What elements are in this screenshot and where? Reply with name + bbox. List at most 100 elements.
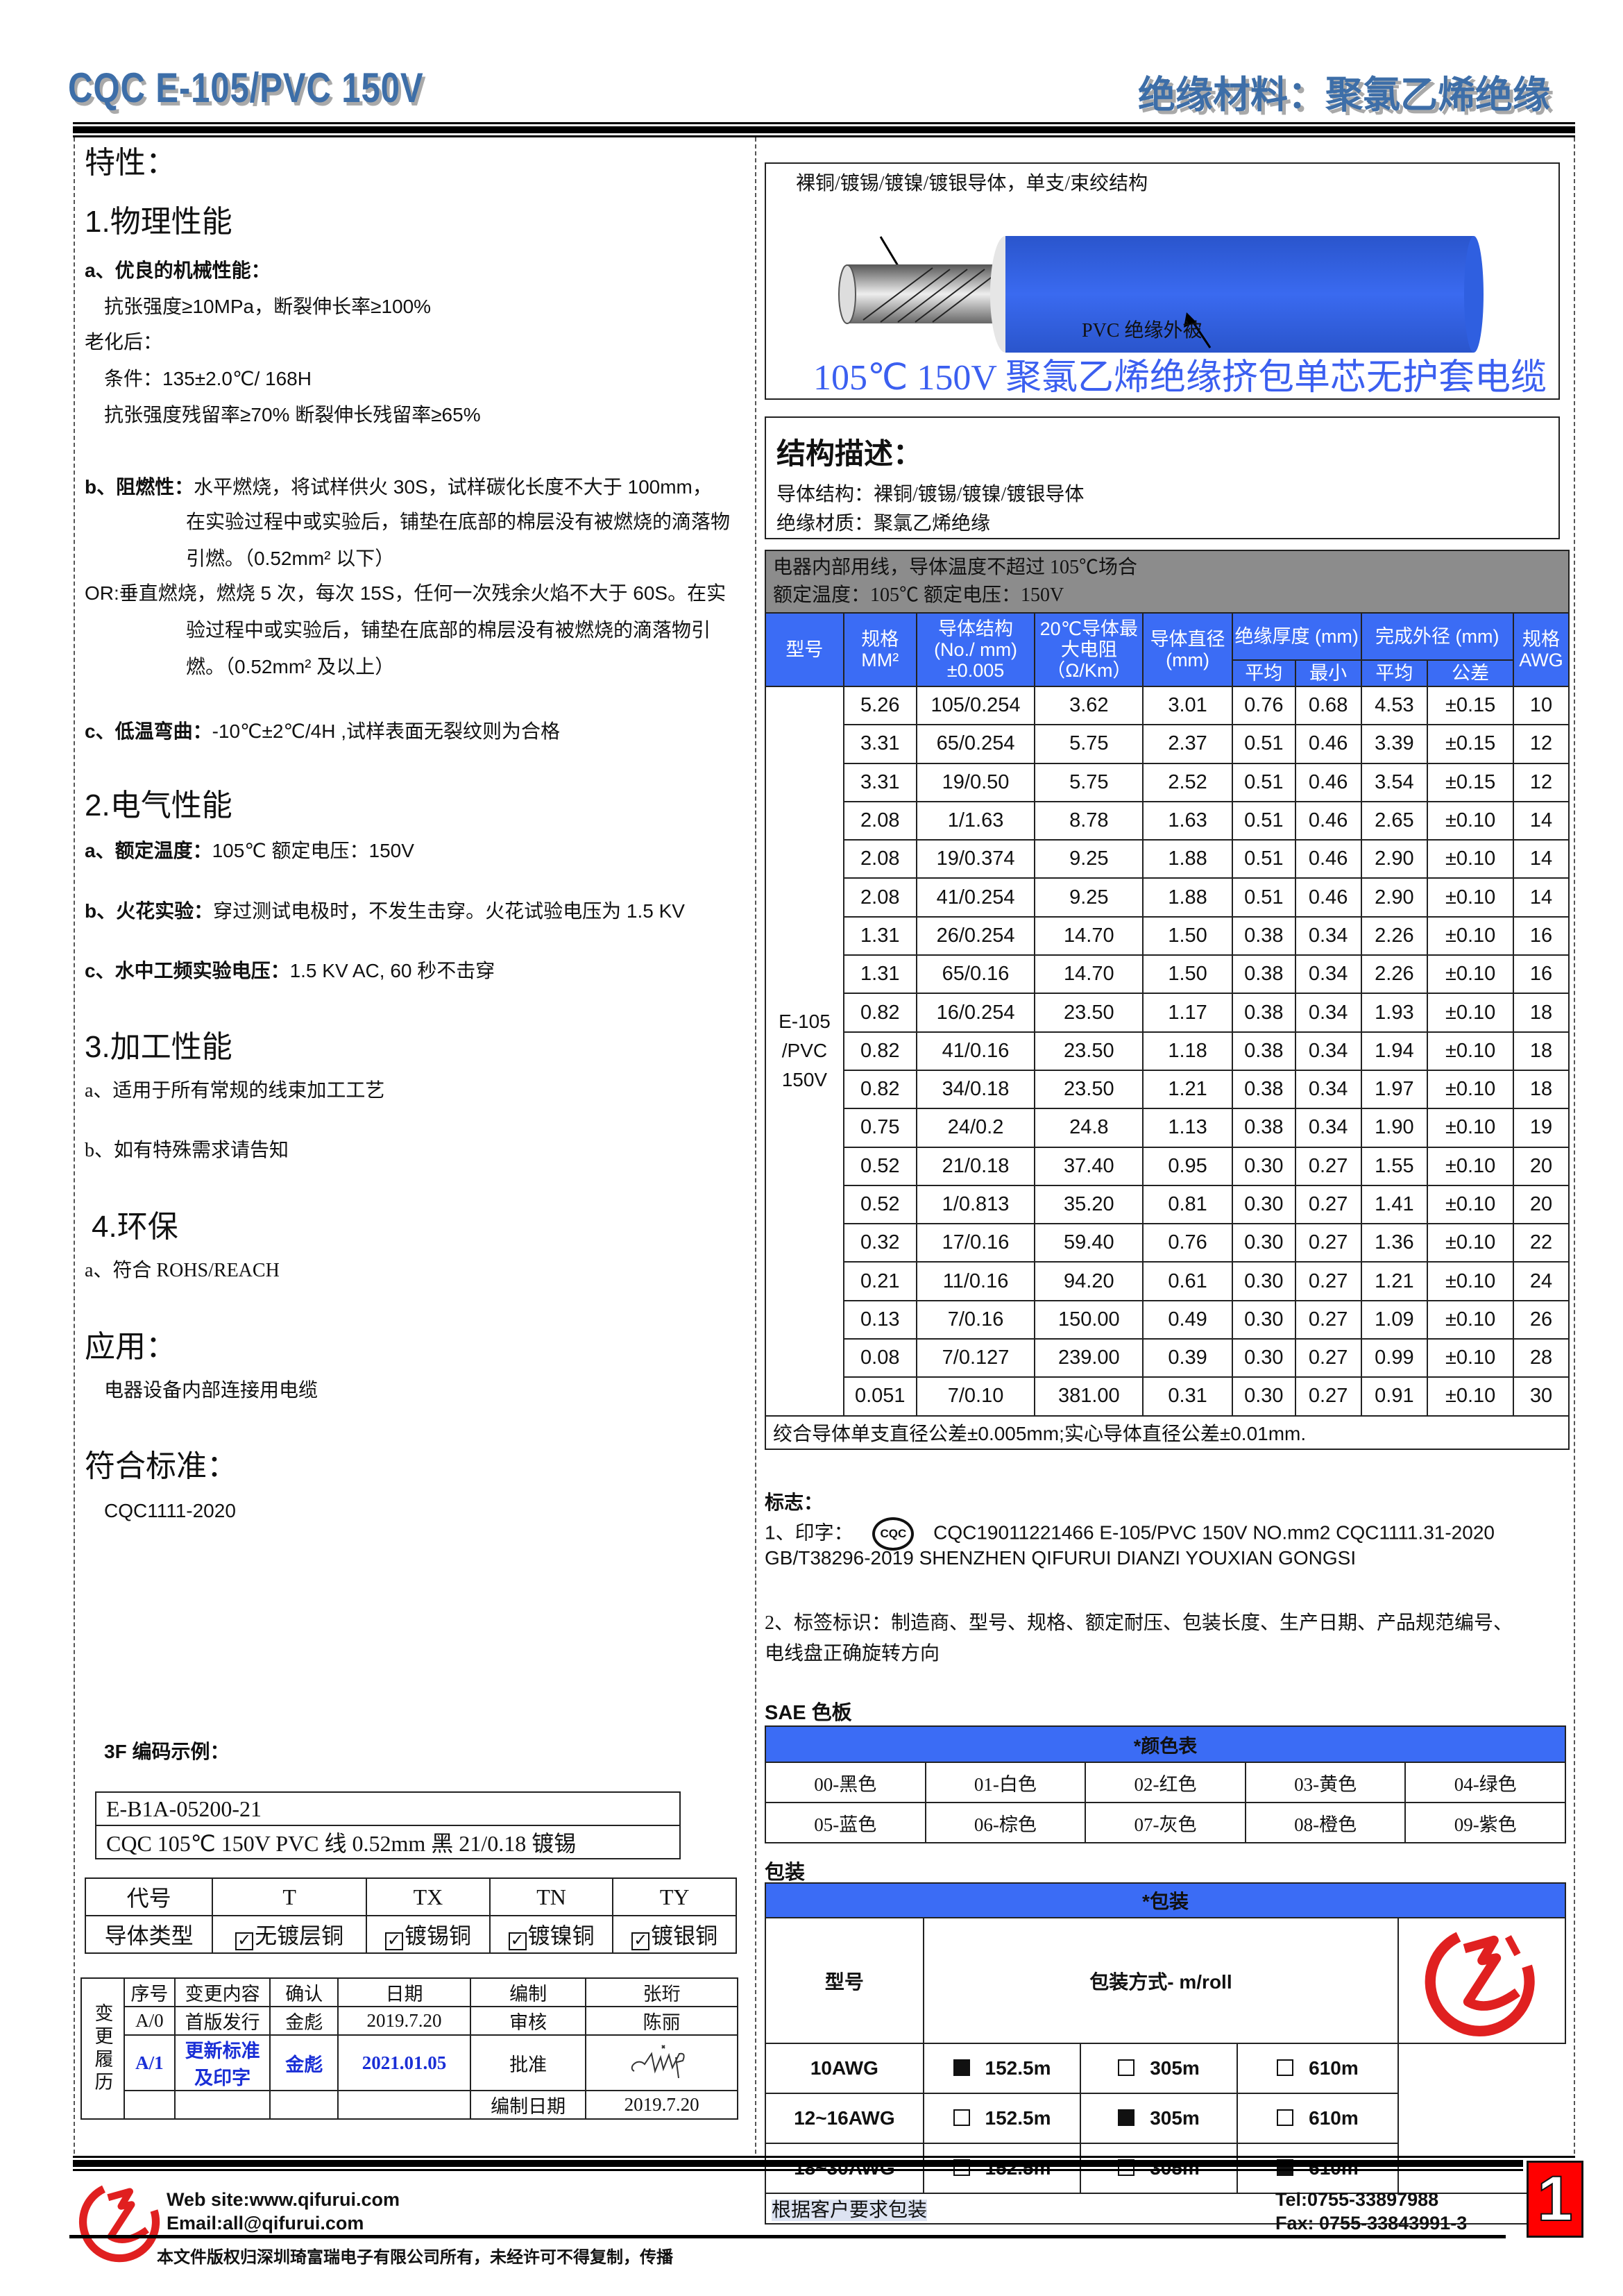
rev-content: 更新标准及印字 (173, 2034, 271, 2091)
packaging-option: 610m (1236, 2093, 1400, 2144)
brand-logo (1397, 1917, 1566, 2044)
spec-cell: 0.27 (1294, 1146, 1362, 1186)
spec-cell: 0.52 (842, 1146, 917, 1186)
checkbox-icon[interactable]: ✓ (631, 1932, 650, 1950)
code-description: CQC 105℃ 150V PVC 线 0.52mm 黑 21/0.18 镀锡 (95, 1825, 681, 1859)
document-title: CQC E-105/PVC 150V (68, 65, 424, 111)
spec-cell: ±0.10 (1427, 1299, 1514, 1340)
spec-cell: ±0.10 (1427, 1108, 1514, 1148)
table-row: 3.31 65/0.254 5.75 2.37 0.51 0.46 3.39 ±0.15 12 (765, 724, 1570, 764)
rev-prepared-name: 张珩 (585, 1977, 738, 2007)
cable-caption: 105℃ 150V 聚氯乙烯绝缘挤包单芯无护套电缆 (813, 358, 1547, 398)
col-size: 规格 MM² (842, 612, 917, 687)
spec-cell: 1.50 (1142, 915, 1233, 956)
spec-cell: 21/0.18 (915, 1146, 1036, 1186)
checkbox-icon[interactable]: ✓ (508, 1932, 527, 1950)
packaging-length: 305m (1150, 2057, 1200, 2079)
footer-website[interactable]: Web site:www.qifurui.com (167, 2189, 400, 2210)
spec-cell: 1.63 (1142, 800, 1233, 841)
table-row: 1.31 65/0.16 14.70 1.50 0.38 0.34 2.26 ±0.10 16 (765, 954, 1570, 995)
spec-cell: 23.50 (1034, 1031, 1144, 1071)
unchecked-box-icon[interactable] (1277, 2059, 1294, 2076)
spec-cell: 24.8 (1034, 1108, 1144, 1148)
spec-cell: 0.38 (1231, 1069, 1296, 1110)
cqc-logo: CQC (872, 1517, 915, 1551)
spec-cell: 0.38 (1231, 1031, 1296, 1071)
unchecked-box-icon[interactable] (1118, 2059, 1135, 2076)
conductor-label: 裸铜/镀锡/镀镍/镀银导体，单支/束绞结构 (796, 173, 1148, 194)
col-ins-min: 最小 (1294, 659, 1362, 687)
spec-cell: 0.51 (1231, 877, 1296, 918)
unchecked-box-icon[interactable] (1277, 2109, 1294, 2126)
spec-cell: 14 (1513, 839, 1570, 879)
rating-text: 额定温度：105℃ 额定电压：150V (773, 584, 1064, 606)
spec-cell: 3.39 (1360, 724, 1429, 764)
spec-cell: 0.34 (1294, 954, 1362, 995)
rated-text: 105℃ 额定电压：150V (212, 840, 414, 861)
spec-cell: 1.21 (1142, 1069, 1233, 1110)
color-item: 06-棕色 (924, 1802, 1087, 1843)
code-example-title: 3F 编码示例： (104, 1741, 230, 1762)
spec-cell: 20 (1513, 1184, 1570, 1225)
conductor-type-name: 镀锡铜 (404, 1923, 471, 1948)
table-row: 0.08 7/0.127 239.00 0.39 0.30 0.27 0.99 ±0.10 28 (765, 1338, 1570, 1378)
rev-head-date: 日期 (337, 1977, 471, 2007)
color-table-title: *颜色表 (765, 1725, 1566, 1763)
packaging-option: 305m (1080, 2043, 1238, 2094)
color-item: 04-绿色 (1404, 1762, 1566, 1803)
spec-cell: 14.70 (1034, 954, 1144, 995)
color-item: 00-黑色 (765, 1762, 926, 1803)
spec-cell: 0.08 (842, 1338, 917, 1378)
col-awg: 规格 AWG (1513, 612, 1570, 687)
checkbox-icon[interactable]: ✓ (235, 1932, 254, 1950)
print-text-1: CQC19011221466 E-105/PVC 150V NO.mm2 CQC… (933, 1521, 1495, 1544)
spec-cell: 2.26 (1360, 954, 1429, 995)
packaging-model: 10AWG (765, 2043, 924, 2094)
label-text-2: 电线盘正确旋转方向 (765, 1643, 940, 1664)
processing-title: 3.加工性能 (85, 1030, 232, 1064)
footer-email[interactable]: Email:all@qifurui.com (167, 2213, 364, 2234)
spec-cell: 28 (1513, 1338, 1570, 1378)
vertical-flame-3: 燃。（0.52mm² 及以上） (186, 656, 395, 677)
rev-date: 2021.01.05 (337, 2034, 471, 2091)
spec-cell: 17/0.16 (915, 1223, 1036, 1263)
cable-drawing (838, 236, 1484, 353)
conductor-type-name: 镀镍铜 (527, 1923, 595, 1948)
spec-cell: 5.75 (1034, 724, 1144, 764)
spec-cell: 12 (1513, 724, 1570, 764)
spec-cell: 0.46 (1294, 839, 1362, 879)
rated-label: a、额定温度： (85, 840, 212, 861)
spec-cell: 1.97 (1360, 1069, 1429, 1110)
spec-cell: 0.46 (1294, 877, 1362, 918)
spec-cell: 1.41 (1360, 1184, 1429, 1225)
spec-cell: 0.34 (1294, 915, 1362, 956)
spec-cell: ±0.10 (1427, 1338, 1514, 1378)
table-row: 0.82 41/0.16 23.50 1.18 0.38 0.34 1.94 ±0.10 18 (765, 1031, 1570, 1071)
packaging-row: 12~16AWG 152.5m 305m 610m (765, 2093, 1565, 2144)
water-voltage-text: 1.5 KV AC, 60 秒不击穿 (289, 960, 495, 981)
spec-cell: 0.30 (1231, 1299, 1296, 1340)
table-row: 0.13 7/0.16 150.00 0.49 0.30 0.27 1.09 ±0.10 26 (765, 1299, 1570, 1340)
revision-history-table: 变更履历 序号 变更内容 确认 日期 编制 张珩 A/0 首版发行 金彪 201… (80, 1977, 738, 2120)
spec-cell: 381.00 (1034, 1376, 1144, 1417)
spec-cell: 2.90 (1360, 877, 1429, 918)
spec-cell: 0.30 (1231, 1338, 1296, 1378)
spec-cell: 0.68 (1294, 685, 1362, 726)
checked-box-icon[interactable] (953, 2059, 970, 2076)
code-example-box: E-B1A-05200-21 CQC 105℃ 150V PVC 线 0.52m… (95, 1791, 681, 1859)
aging-retention: 抗张强度残留率≥70% 断裂伸长残留率≥65% (104, 404, 481, 425)
unchecked-box-icon[interactable] (953, 2109, 970, 2126)
spec-cell: 7/0.127 (915, 1338, 1036, 1378)
col-resistance: 20℃导体最大电阻（Ω/Km） (1034, 612, 1144, 687)
spec-cell: 26 (1513, 1299, 1570, 1340)
checked-box-icon[interactable] (1118, 2109, 1135, 2126)
checkbox-icon[interactable]: ✓ (384, 1932, 403, 1950)
table-row: 3.31 19/0.50 5.75 2.52 0.51 0.46 3.54 ±0.15 12 (765, 762, 1570, 802)
footer-bottom-line (69, 2235, 1506, 2238)
packaging-length: 305m (1150, 2107, 1200, 2129)
packaging-option: 610m (1236, 2143, 1400, 2194)
spec-cell: 0.27 (1294, 1261, 1362, 1301)
spec-cell: 5.75 (1034, 762, 1144, 802)
spec-cell: 0.30 (1231, 1146, 1296, 1186)
spec-cell: 94.20 (1034, 1261, 1144, 1301)
